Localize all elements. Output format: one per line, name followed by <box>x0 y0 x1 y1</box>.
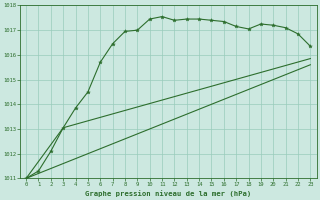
X-axis label: Graphe pression niveau de la mer (hPa): Graphe pression niveau de la mer (hPa) <box>85 190 252 197</box>
